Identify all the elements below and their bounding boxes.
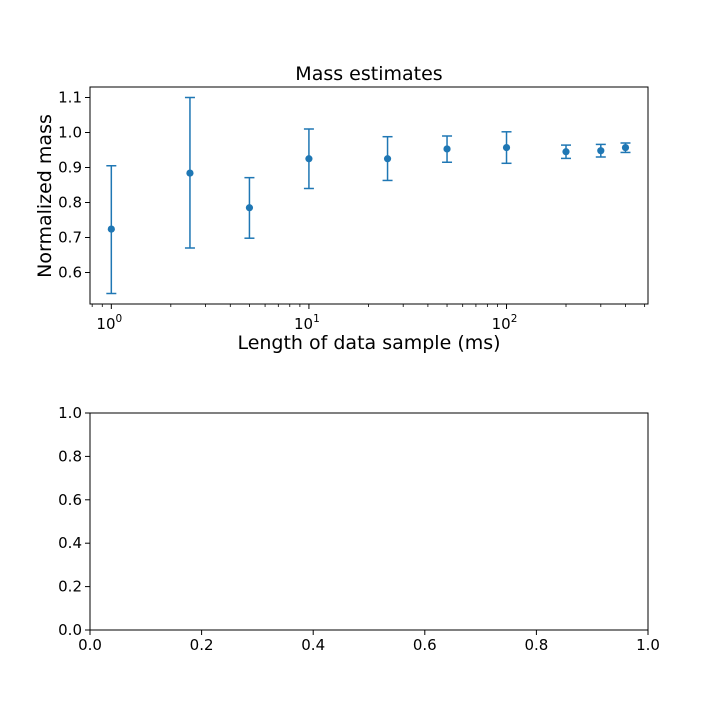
top-plot-area xyxy=(106,96,631,295)
bottom-axes: 0.0 0.2 0.4 0.6 0.8 1.0 0.0 0.2 0.4 0.6 0.8 1.0 xyxy=(58,404,660,654)
x-tick-label: 101 xyxy=(294,313,320,333)
bottom-y-ticks: 0.0 0.2 0.4 0.6 0.8 1.0 xyxy=(58,404,90,639)
y-tick-label: 0.9 xyxy=(58,159,82,177)
x-tick-label: 0.6 xyxy=(413,636,437,654)
top-y-ticks: 0.6 0.7 0.8 0.9 1.0 1.1 xyxy=(58,89,90,282)
y-tick-label: 0.6 xyxy=(58,491,82,509)
top-y-axis-label: Normalized mass xyxy=(34,114,56,278)
x-tick-label: 1.0 xyxy=(636,636,660,654)
y-tick-label: 0.6 xyxy=(58,264,82,282)
y-tick-label: 1.1 xyxy=(58,89,82,107)
data-point xyxy=(107,225,115,233)
data-point xyxy=(502,143,511,152)
x-tick-label: 0.0 xyxy=(78,636,102,654)
data-point xyxy=(186,169,194,177)
top-x-ticks: 100 101 102 xyxy=(91,304,646,333)
data-point xyxy=(562,148,570,156)
bottom-x-ticks: 0.0 0.2 0.4 0.6 0.8 1.0 xyxy=(78,630,660,654)
top-axes: Mass estimates 100 101 102 0.6 0.7 0.8 0.9 1.0… xyxy=(34,63,649,354)
data-point xyxy=(245,204,254,212)
x-tick-label: 102 xyxy=(492,313,518,333)
top-axes-frame xyxy=(89,86,649,305)
top-x-axis-label: Length of data sample (ms) xyxy=(237,332,500,354)
data-point xyxy=(305,155,313,163)
top-chart-title: Mass estimates xyxy=(295,63,442,85)
bottom-axes-frame xyxy=(89,412,649,631)
data-point xyxy=(621,143,630,152)
y-tick-label: 0.7 xyxy=(58,229,82,247)
y-tick-label: 0.8 xyxy=(58,447,82,465)
y-tick-label: 1.0 xyxy=(58,124,82,142)
x-tick-label: 0.8 xyxy=(524,636,548,654)
y-tick-label: 0.4 xyxy=(58,534,82,552)
y-tick-label: 0.2 xyxy=(58,578,82,596)
y-tick-label: 1.0 xyxy=(58,404,82,422)
data-point xyxy=(383,155,392,163)
x-tick-label: 0.2 xyxy=(190,636,214,654)
x-tick-label: 0.4 xyxy=(301,636,325,654)
data-point xyxy=(443,145,451,153)
data-point xyxy=(597,147,605,155)
x-tick-label: 100 xyxy=(96,313,122,333)
y-tick-label: 0.0 xyxy=(58,621,82,639)
y-tick-label: 0.8 xyxy=(58,194,82,212)
